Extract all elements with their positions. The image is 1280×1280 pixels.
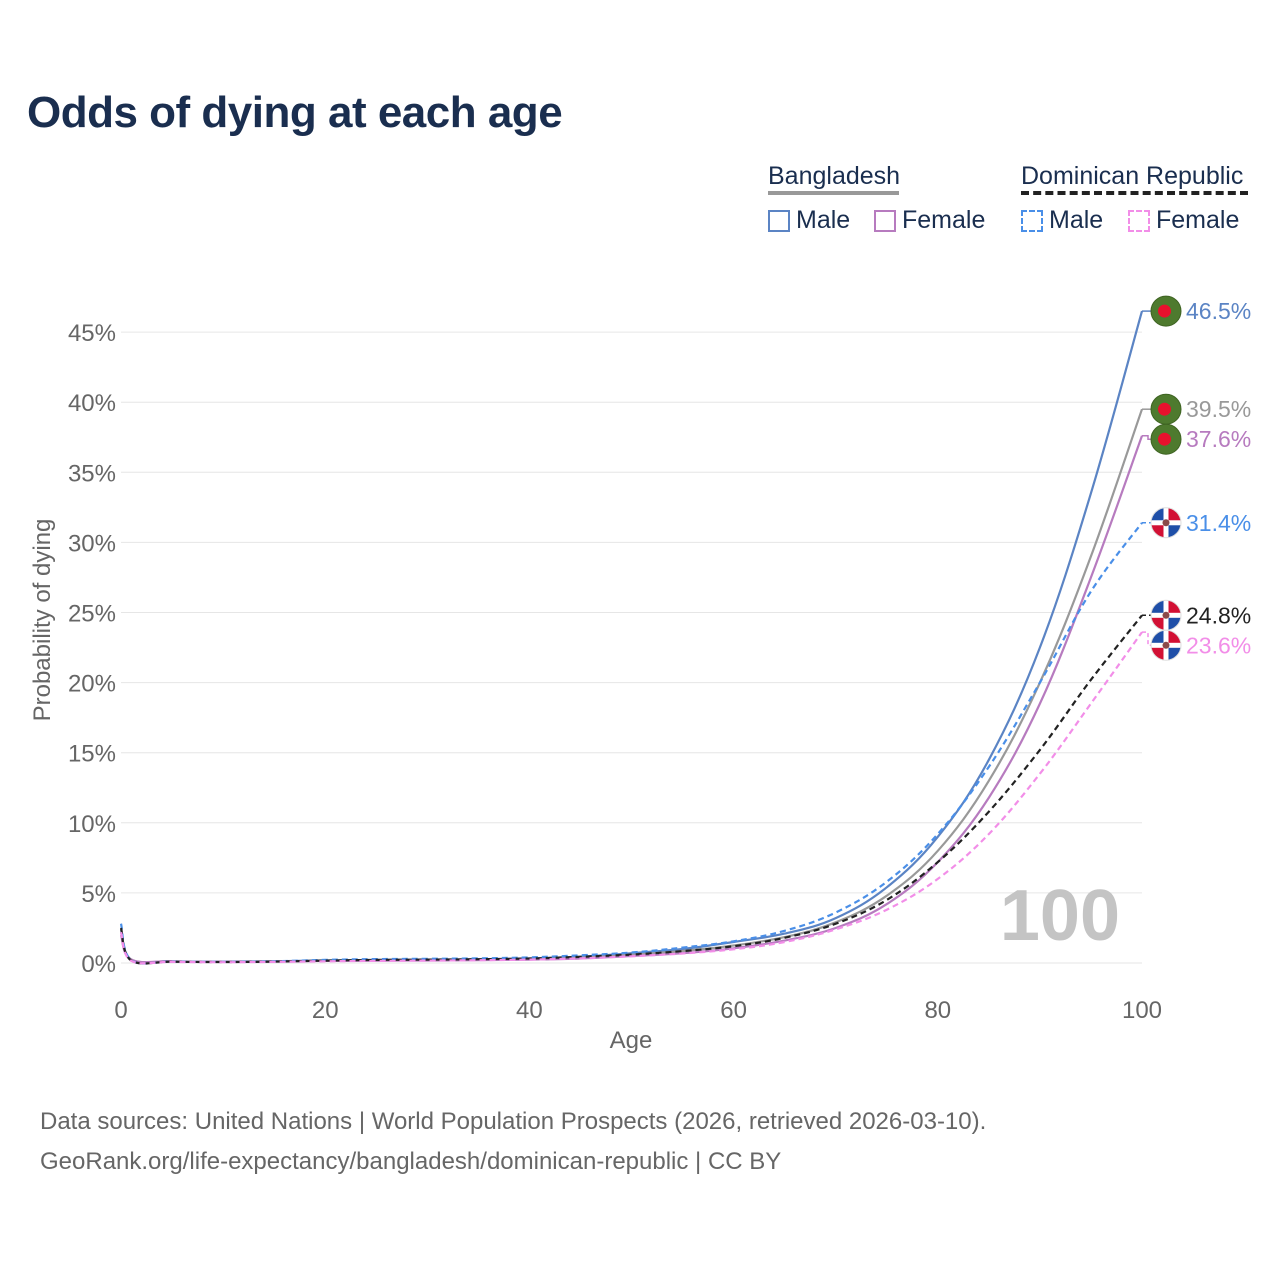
y-tick-label: 30% <box>68 530 116 557</box>
flag-disc <box>1158 432 1171 446</box>
x-tick-label: 40 <box>516 997 543 1024</box>
y-tick-label: 5% <box>81 881 116 908</box>
footer-sources: Data sources: United Nations | World Pop… <box>40 1108 987 1135</box>
y-axis-ticks: 0% 5% 10% 15% 20% 25% 30% 35% 40% 45% <box>68 320 116 978</box>
x-tick-label: 60 <box>720 997 747 1024</box>
flag-disc <box>1158 402 1171 416</box>
year-watermark: 100 <box>1000 876 1120 956</box>
flag-quarter <box>1166 522 1181 538</box>
flag-disc <box>1158 304 1171 318</box>
legend-item-dominican-male[interactable]: Male <box>1021 206 1103 235</box>
footer-attribution: GeoRank.org/life-expectancy/bangladesh/d… <box>40 1148 782 1175</box>
grid <box>121 331 1142 964</box>
dominican-flag-icon <box>1150 629 1182 661</box>
bangladesh-flag-icon <box>1150 393 1182 425</box>
series-end-markers: 46.5% 39.5% 37.6% 31.4% 24.8% 23.6% <box>1142 295 1251 661</box>
dominican-flag-icon <box>1150 599 1182 631</box>
end-value-label: 39.5% <box>1186 396 1251 422</box>
legend-swatch <box>874 209 896 232</box>
y-tick-label: 25% <box>68 601 116 628</box>
legend-underline-dominican-republic <box>1021 191 1248 195</box>
series-line-bangladesh-female <box>119 435 1144 964</box>
x-tick-label: 80 <box>924 997 951 1024</box>
bangladesh-flag-icon <box>1150 295 1182 327</box>
y-axis-label: Probability of dying <box>29 519 56 722</box>
end-value-label: 46.5% <box>1186 298 1251 324</box>
legend-label: Female <box>902 206 986 234</box>
legend-group-dominican-republic: Dominican Republic <box>1021 162 1244 190</box>
y-tick-label: 35% <box>68 460 116 487</box>
flag-quarter <box>1151 507 1166 523</box>
end-value-label: 31.4% <box>1186 510 1251 536</box>
flag-emblem <box>1162 641 1170 649</box>
flag-quarter <box>1166 507 1181 523</box>
dominican-flag-icon <box>1150 507 1182 539</box>
series-line-dominican-republic-male <box>119 522 1143 965</box>
end-value-label: 37.6% <box>1186 426 1251 452</box>
legend-swatch <box>1128 209 1150 232</box>
legend-item-dominican-female[interactable]: Female <box>1128 206 1239 235</box>
x-tick-label: 20 <box>312 997 339 1024</box>
flag-quarter <box>1166 630 1181 646</box>
end-connector <box>1142 435 1152 440</box>
bangladesh-flag-icon <box>1150 423 1182 455</box>
flag-quarter <box>1151 630 1166 646</box>
legend-label: Female <box>1156 206 1240 234</box>
y-tick-label: 15% <box>68 741 116 768</box>
flag-border <box>1150 629 1182 661</box>
series-line-bangladesh-male <box>119 310 1144 964</box>
legend-item-bangladesh-female[interactable]: Female <box>874 206 985 235</box>
x-tick-label: 100 <box>1122 997 1162 1024</box>
legend-item-bangladesh-male[interactable]: Male <box>768 206 850 235</box>
y-tick-label: 10% <box>68 811 116 838</box>
flag-quarter <box>1151 615 1166 631</box>
flag-border <box>1150 507 1182 539</box>
chart-title: Odds of dying at each age <box>27 88 563 137</box>
flag-quarter <box>1166 645 1181 661</box>
end-value-label: 23.6% <box>1186 632 1251 658</box>
y-tick-label: 20% <box>68 671 116 698</box>
series-line-dominican-republic-both <box>119 614 1143 965</box>
end-connector <box>1142 631 1152 647</box>
series-line-dominican-republic-female <box>119 631 1143 965</box>
flag-quarter <box>1151 600 1166 616</box>
legend-swatch <box>1021 209 1043 232</box>
legend-underline-bangladesh <box>768 191 899 195</box>
end-value-label: 24.8% <box>1186 602 1251 628</box>
flag-quarter <box>1151 522 1166 538</box>
series-line-both-sexes <box>119 408 1144 964</box>
legend-label: Male <box>1049 206 1104 234</box>
flag-emblem <box>1162 611 1170 619</box>
legend-swatch <box>768 209 790 232</box>
x-axis-ticks: 0 20 40 60 80 100 <box>114 997 1162 1024</box>
flag-quarter <box>1151 645 1166 661</box>
legend-label: Male <box>796 206 851 234</box>
x-tick-label: 0 <box>114 997 127 1024</box>
flag-quarter <box>1166 615 1181 631</box>
legend-group-bangladesh: Bangladesh <box>768 162 901 190</box>
flag-emblem <box>1162 519 1170 527</box>
series-lines <box>119 310 1144 965</box>
y-tick-label: 45% <box>68 320 116 347</box>
y-tick-label: 0% <box>81 951 116 978</box>
flag-quarter <box>1166 600 1181 616</box>
y-tick-label: 40% <box>68 390 116 417</box>
x-axis-label: Age <box>610 1027 653 1054</box>
